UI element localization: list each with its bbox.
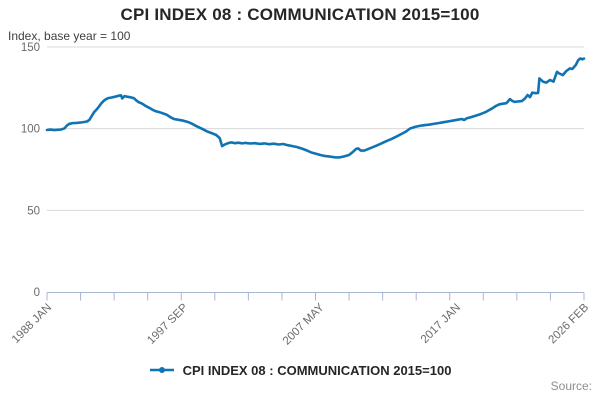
y-tick-label: 0 [34,287,40,299]
x-tick-label: 1988 JAN [10,302,54,346]
x-tick-label: 2007 MAY [281,301,327,347]
y-tick-label: 50 [27,205,40,217]
y-tick-label: 150 [21,42,40,54]
chart-subtitle: Index, base year = 100 [8,29,131,43]
page-title: CPI INDEX 08 : COMMUNICATION 2015=100 [120,5,480,24]
x-tick-label: 1997 SEP [145,301,190,346]
legend-label: CPI INDEX 08 : COMMUNICATION 2015=100 [182,362,452,378]
source-label: Source: [550,379,592,393]
line-chart-canvas: 0 50 100 150 1988 JAN 1997 SEP 2007 MAY 2017 JA… [10,42,591,347]
y-tick-label: 100 [21,124,40,136]
legend-line-icon [149,367,174,373]
series-line [45,57,586,159]
x-tick-label: 2017 JAN [419,302,463,346]
x-tick-label: 2026 FEB [546,301,591,346]
legend: CPI INDEX 08 : COMMUNICATION 2015=100 [0,360,600,380]
